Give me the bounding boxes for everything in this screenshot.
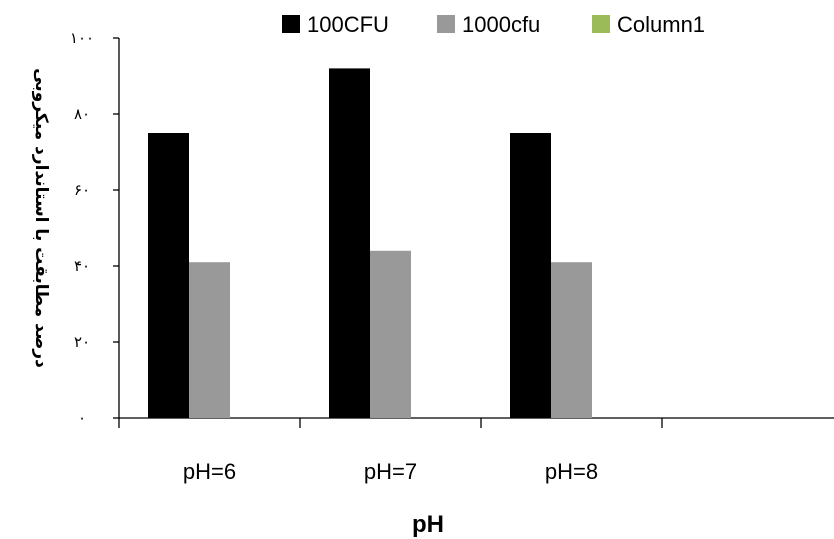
legend-swatch bbox=[437, 15, 455, 33]
y-tick-label: ۰ bbox=[78, 409, 86, 427]
bars bbox=[148, 68, 592, 419]
bar-series2 bbox=[189, 262, 230, 418]
legend-label: 1000cfu bbox=[462, 12, 540, 37]
bar-series1 bbox=[148, 133, 189, 418]
bar-series2 bbox=[370, 250, 411, 418]
legend-label: Column1 bbox=[617, 12, 705, 37]
y-tick-label: ۴۰ bbox=[74, 257, 90, 275]
bar-series1 bbox=[510, 133, 551, 418]
x-tick-label: pH=8 bbox=[545, 459, 598, 484]
y-tick-label: ۸۰ bbox=[74, 105, 90, 123]
axes: ۰ ۲۰ ۴۰ ۶۰ ۸۰ ۱۰۰ pH=6 pH=7 pH=8 bbox=[70, 29, 834, 484]
bar-series2 bbox=[551, 262, 592, 418]
y-axis-title: درصد مطابقت با استاندارد میکروبی bbox=[31, 68, 51, 368]
x-tick-label: pH=6 bbox=[183, 459, 236, 484]
x-tick-label: pH=7 bbox=[364, 459, 417, 484]
y-tick-label: ۶۰ bbox=[74, 181, 90, 199]
legend: 100CFU 1000cfu Column1 bbox=[282, 12, 705, 37]
legend-swatch bbox=[592, 15, 610, 33]
y-tick-label: ۲۰ bbox=[74, 333, 90, 351]
legend-label: 100CFU bbox=[307, 12, 389, 37]
x-axis-title: pH bbox=[412, 511, 444, 538]
legend-swatch bbox=[282, 15, 300, 33]
y-tick-label: ۱۰۰ bbox=[70, 29, 94, 47]
bar-series1 bbox=[329, 68, 370, 419]
